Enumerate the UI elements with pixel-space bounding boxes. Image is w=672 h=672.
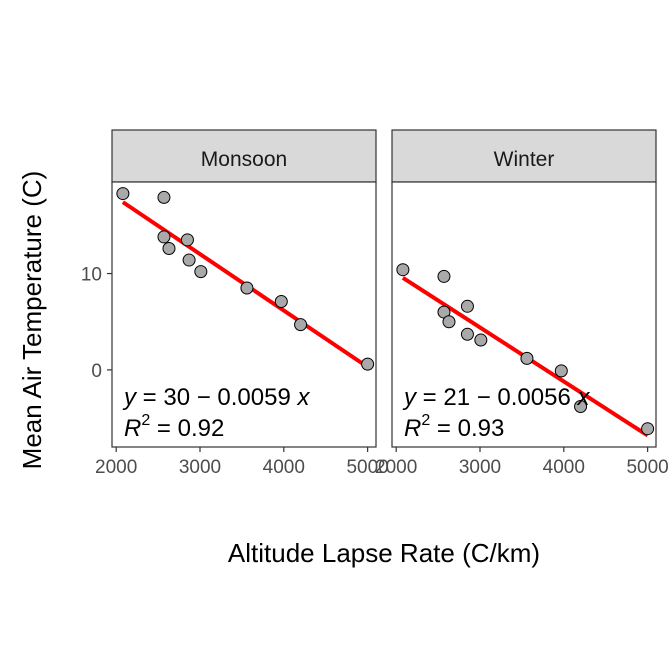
x-tick-label: 3000: [459, 457, 501, 478]
data-point: [474, 333, 488, 347]
data-point: [554, 364, 568, 378]
regression-equation: y = 30 − 0.0059 x: [122, 384, 310, 411]
facet-winter: Winter 2000 3000 4000 5000 y = 21 − 0.0056 xR…: [375, 129, 669, 478]
regression-equation: y = 21 − 0.0056 x: [402, 384, 590, 411]
data-point: [460, 299, 474, 313]
data-point: [157, 230, 171, 244]
y-axis-title: Mean Air Temperature (C): [17, 171, 47, 470]
facet-strip-label: Monsoon: [201, 148, 287, 171]
data-point: [274, 294, 288, 308]
x-tick-label: 4000: [263, 457, 305, 478]
x-tick-label: 5000: [346, 457, 388, 478]
facet-strip-label: Winter: [494, 148, 555, 171]
data-point: [294, 318, 308, 332]
data-point: [460, 327, 474, 341]
x-tick-label: 2000: [95, 457, 137, 478]
x-tick-label: 3000: [179, 457, 221, 478]
data-point: [157, 190, 171, 204]
data-point: [396, 263, 410, 277]
data-point: [574, 400, 588, 414]
x-tick-label: 2000: [375, 457, 417, 478]
x-tick-label: 4000: [543, 457, 585, 478]
data-point: [116, 187, 130, 201]
y-tick-label: 0: [91, 361, 102, 382]
panel-border: [391, 181, 657, 448]
x-tick-label: 5000: [626, 457, 668, 478]
data-point: [520, 351, 534, 365]
data-point: [437, 269, 451, 283]
facet-strip: [111, 129, 377, 183]
r-squared-label: R2 = 0.93: [404, 412, 504, 442]
r-squared-label: R2 = 0.92: [124, 412, 224, 442]
data-point: [162, 241, 176, 255]
data-point: [641, 422, 655, 436]
facet-strip: [391, 129, 657, 183]
data-point: [442, 315, 456, 329]
data-point: [180, 233, 194, 247]
data-point: [361, 357, 375, 371]
x-axis-title: Altitude Lapse Rate (C/km): [228, 538, 540, 568]
data-point: [194, 265, 208, 279]
facet-panels: Monsoon 2000 3000 4000 5000 0 10 y = 30 − 0.005…: [81, 129, 669, 478]
facet-monsoon: Monsoon 2000 3000 4000 5000 0 10 y = 30 − 0.005…: [81, 129, 389, 478]
data-point: [240, 281, 254, 295]
y-tick-label: 10: [81, 265, 102, 286]
data-point: [182, 253, 196, 267]
